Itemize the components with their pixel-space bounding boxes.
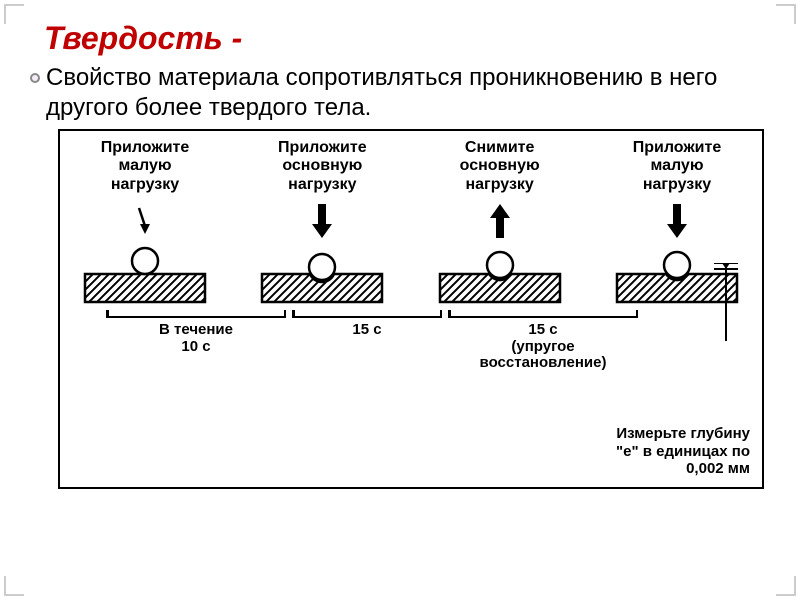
arrow-cell — [425, 200, 575, 242]
step-word: основную — [282, 157, 362, 174]
bullet-icon — [30, 73, 40, 83]
step-word: Приложите — [278, 139, 367, 156]
arrow-down-big-icon — [308, 202, 336, 242]
step-word: малую — [650, 157, 703, 174]
step-word: малую — [118, 157, 171, 174]
duration-bracket: 15 с (упругое восстановление) — [448, 308, 638, 372]
bracket-text: В течение — [159, 321, 233, 338]
arrow-cell — [247, 200, 397, 242]
duration-bracket: 15 с — [292, 308, 442, 372]
specimen — [425, 244, 575, 306]
hardness-figure: Приложите малую нагрузку Приложите основ… — [58, 129, 764, 489]
step-word: нагрузку — [288, 176, 356, 193]
specimen-svg — [75, 244, 215, 306]
bracket-text: 15 с — [352, 321, 381, 338]
measure-line: Измерьте глубину — [616, 425, 750, 442]
arrows-row — [70, 200, 752, 242]
corner-decor — [776, 576, 796, 596]
step-word: Приложите — [633, 139, 722, 156]
arrow-cell — [70, 200, 220, 242]
bracket-line-icon — [292, 308, 442, 318]
definition-row: Свойство материала сопротивляться проник… — [30, 63, 770, 123]
step-label: Приложите основную нагрузку — [247, 139, 397, 194]
arrow-cell — [602, 200, 752, 242]
depth-marker-icon — [710, 263, 740, 343]
step-word: основную — [460, 157, 540, 174]
arrow-down-small-icon — [131, 202, 159, 242]
definition-text: Свойство материала сопротивляться проник… — [46, 63, 770, 123]
step-word: нагрузку — [465, 176, 533, 193]
step-word: нагрузку — [643, 176, 711, 193]
step-word: Снимите — [465, 139, 534, 156]
measure-line: 0,002 мм — [686, 460, 750, 477]
step-label: Приложите малую нагрузку — [602, 139, 752, 194]
arrow-up-big-icon — [486, 202, 514, 242]
corner-decor — [4, 576, 24, 596]
step-label: Снимите основную нагрузку — [425, 139, 575, 194]
bracket-text: (упругое — [511, 338, 574, 355]
bracket-line-icon — [106, 308, 286, 318]
specimen-svg — [252, 244, 392, 306]
step-word: Приложите — [101, 139, 190, 156]
duration-bracket: В течение 10 с — [106, 308, 286, 372]
specimen — [247, 244, 397, 306]
bracket-text: восстановление) — [480, 354, 607, 371]
page-title: Твердость - — [44, 20, 770, 57]
corner-decor — [776, 4, 796, 24]
corner-decor — [4, 4, 24, 24]
slide: Твердость - Свойство материала сопротивл… — [0, 0, 800, 600]
bracket-text: 15 с — [528, 321, 557, 338]
step-word: нагрузку — [111, 176, 179, 193]
step-labels-row: Приложите малую нагрузку Приложите основ… — [70, 139, 752, 194]
specimens-row — [70, 244, 752, 306]
bracket-text: 10 с — [181, 338, 210, 355]
arrow-down-big-icon — [663, 202, 691, 242]
specimen-svg — [430, 244, 570, 306]
step-label: Приложите малую нагрузку — [70, 139, 220, 194]
measure-line: "е" в единицах по — [616, 443, 750, 460]
brackets-row: В течение 10 с 15 с 15 с (упругое восста… — [106, 308, 752, 372]
bracket-line-icon — [448, 308, 638, 318]
specimen — [70, 244, 220, 306]
measure-instruction: Измерьте глубину "е" в единицах по 0,002… — [616, 425, 750, 477]
